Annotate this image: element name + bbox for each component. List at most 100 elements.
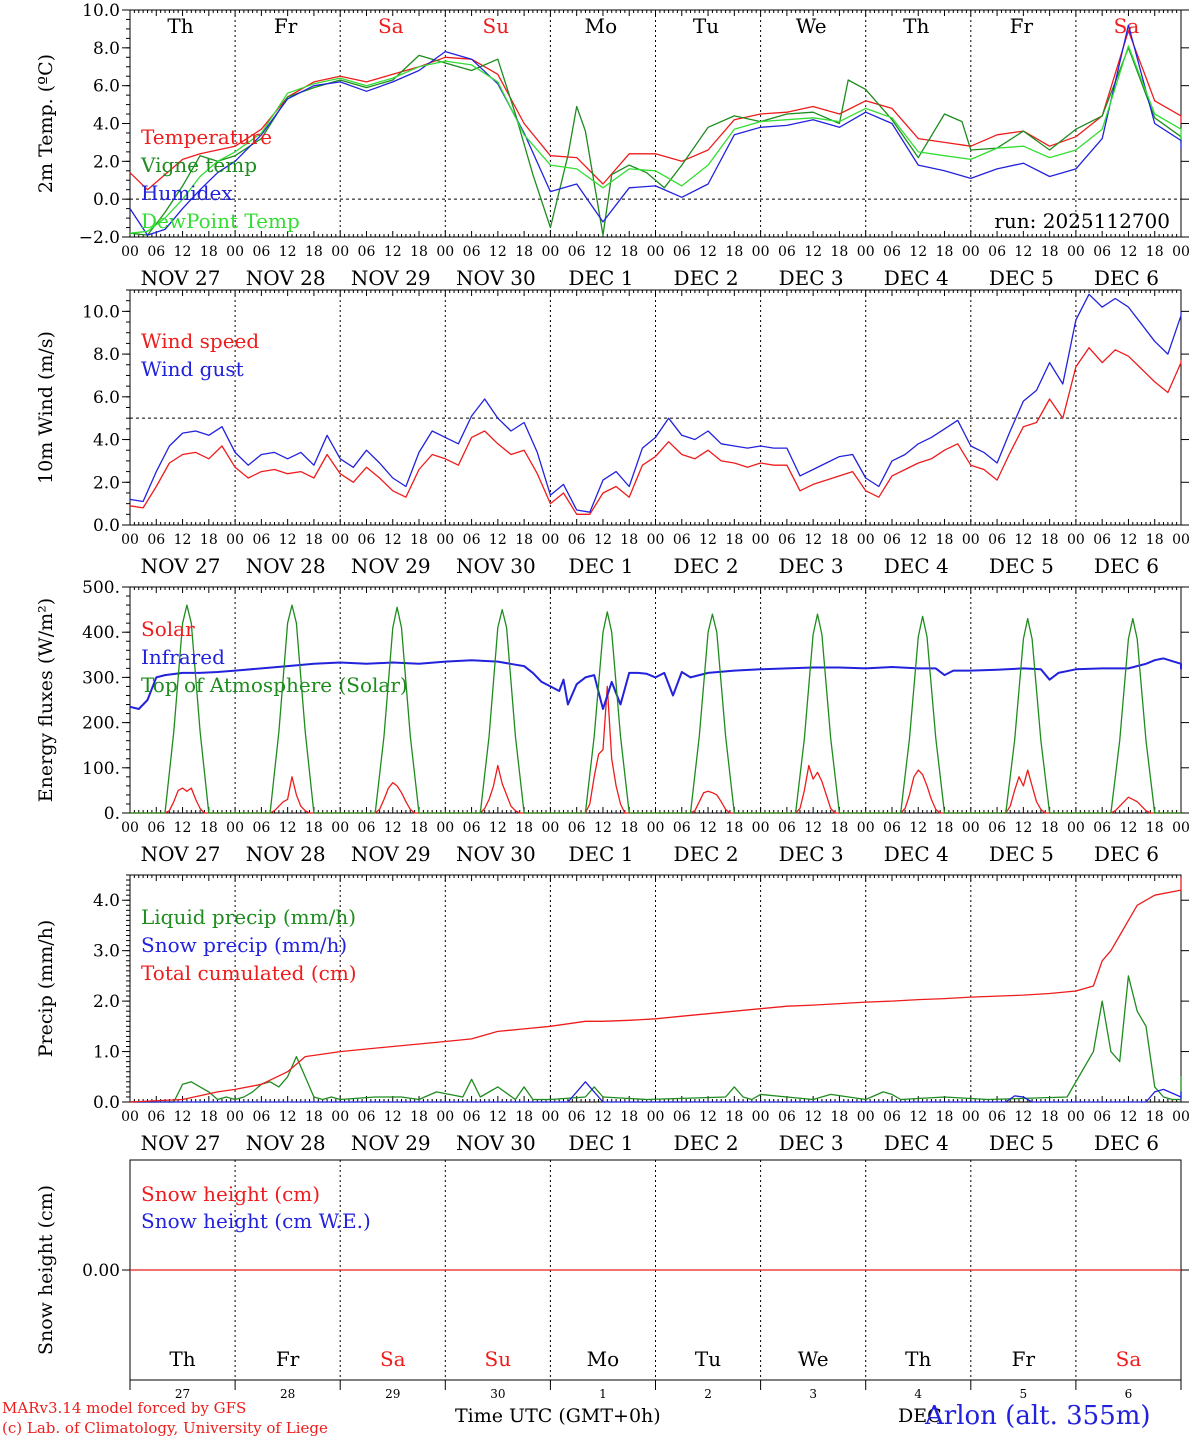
hour-tick-label: 18 xyxy=(305,244,323,260)
date-label: DEC 6 xyxy=(1094,266,1159,290)
hour-tick-label: 12 xyxy=(1120,244,1138,260)
hour-tick-label: 12 xyxy=(804,532,822,548)
hour-tick-label: 06 xyxy=(252,820,270,836)
hour-tick-label: 00 xyxy=(436,1109,454,1125)
y-tick-label: 400. xyxy=(82,623,120,643)
hour-tick-label: 18 xyxy=(725,532,743,548)
series-line-dewpoint-temp xyxy=(129,45,1182,234)
hour-tick-label: 00 xyxy=(1067,820,1085,836)
hour-tick-label: 06 xyxy=(883,244,901,260)
hour-tick-label: 00 xyxy=(962,244,980,260)
panel-2: 0.0 2.0 4.0 6.0 8.0 10.0 10m Wind (m/s) 00 06 12 1… xyxy=(35,289,1190,578)
hour-tick-label: 12 xyxy=(489,1109,507,1125)
y-tick-label: 500. xyxy=(82,578,120,598)
hour-tick-label: 00 xyxy=(121,820,139,836)
hour-tick-label: 12 xyxy=(489,532,507,548)
day-number-label: 28 xyxy=(280,1387,295,1401)
hour-tick-label: 00 xyxy=(752,820,770,836)
series-line-snow-precip-mm-h- xyxy=(130,1081,1182,1103)
weekday-label: Sa xyxy=(378,14,404,38)
panel-1: −2.0 0.0 2.0 4.0 6.0 8.0 10.0 2m Temp. (ºC) 00 06… xyxy=(35,1,1190,290)
hour-tick-label: 06 xyxy=(147,244,165,260)
hour-tick-label: 18 xyxy=(515,532,533,548)
hour-tick-label: 18 xyxy=(1041,820,1059,836)
y-tick-label: 8.0 xyxy=(93,39,120,59)
hour-tick-label: 18 xyxy=(936,532,954,548)
series-line-wind-gust xyxy=(129,293,1182,513)
date-label: NOV 27 xyxy=(141,554,221,578)
hour-tick-label: 00 xyxy=(121,532,139,548)
hour-tick-label: 00 xyxy=(752,532,770,548)
hour-tick-label: 00 xyxy=(541,244,559,260)
date-label: DEC 3 xyxy=(779,1131,844,1155)
date-label: DEC 1 xyxy=(568,1131,633,1155)
hour-tick-label: 12 xyxy=(594,244,612,260)
hour-tick-label: 00 xyxy=(436,244,454,260)
hour-tick-label: 06 xyxy=(673,244,691,260)
hour-tick-label: 18 xyxy=(410,820,428,836)
legend-entry: Top of Atmosphere (Solar) xyxy=(141,673,408,697)
day-number-label: 27 xyxy=(175,1387,190,1401)
date-label: NOV 30 xyxy=(456,842,536,866)
date-label: DEC 4 xyxy=(884,842,949,866)
y-tick-label: 6.0 xyxy=(93,388,120,408)
hour-tick-label: 18 xyxy=(620,532,638,548)
hour-tick-label: 12 xyxy=(489,820,507,836)
legend-entry: Humidex xyxy=(141,181,233,205)
hour-tick-label: 06 xyxy=(778,1109,796,1125)
weekday-label: Mo xyxy=(585,14,618,38)
legend-entry: Vigne temp xyxy=(140,153,257,177)
date-label: NOV 30 xyxy=(456,1131,536,1155)
hour-tick-label: 18 xyxy=(725,244,743,260)
date-label: DEC 1 xyxy=(568,554,633,578)
y-axis-label: Energy fluxes (W/m²) xyxy=(35,598,57,802)
hour-tick-label: 06 xyxy=(988,820,1006,836)
hour-tick-label: 00 xyxy=(962,1109,980,1125)
y-tick-label: 0.00 xyxy=(82,1261,120,1281)
hour-tick-label: 12 xyxy=(279,820,297,836)
hour-tick-label: 06 xyxy=(1093,1109,1111,1125)
hour-tick-label: 12 xyxy=(384,532,402,548)
date-label: DEC 5 xyxy=(989,554,1054,578)
legend-entry: Infrared xyxy=(141,645,225,669)
hour-tick-label: 00 xyxy=(1067,532,1085,548)
hour-tick-label: 00 xyxy=(1172,820,1190,836)
y-tick-label: 100. xyxy=(82,759,120,779)
hour-tick-label: 18 xyxy=(410,244,428,260)
date-label: DEC 5 xyxy=(989,1131,1054,1155)
hour-tick-label: 18 xyxy=(1041,532,1059,548)
y-tick-label: 0.0 xyxy=(93,1093,120,1113)
hour-tick-label: 12 xyxy=(804,820,822,836)
hour-tick-label: 06 xyxy=(988,244,1006,260)
day-number-label: 6 xyxy=(1125,1387,1133,1401)
hour-tick-label: 00 xyxy=(1067,1109,1085,1125)
weekday-label: We xyxy=(798,1347,829,1371)
hour-tick-label: 06 xyxy=(358,244,376,260)
hour-tick-label: 12 xyxy=(594,820,612,836)
hour-tick-label: 12 xyxy=(1120,532,1138,548)
weekday-label: Sa xyxy=(380,1347,406,1371)
hour-tick-label: 00 xyxy=(541,820,559,836)
hour-tick-label: 06 xyxy=(147,1109,165,1125)
hour-tick-label: 18 xyxy=(831,1109,849,1125)
date-label: DEC 6 xyxy=(1094,1131,1159,1155)
date-label: NOV 27 xyxy=(141,842,221,866)
hour-tick-label: 12 xyxy=(909,244,927,260)
date-label: DEC 2 xyxy=(674,554,739,578)
plot-frame xyxy=(129,9,1182,238)
day-number-label: 4 xyxy=(914,1387,922,1401)
legend-entry: Snow height (cm W.E.) xyxy=(141,1209,371,1233)
hour-tick-label: 12 xyxy=(699,244,717,260)
day-number-label: 3 xyxy=(809,1387,817,1401)
date-label: DEC 1 xyxy=(568,266,633,290)
hour-tick-label: 06 xyxy=(252,532,270,548)
hour-tick-label: 12 xyxy=(384,820,402,836)
date-label: NOV 29 xyxy=(351,842,431,866)
hour-tick-label: 12 xyxy=(1014,1109,1032,1125)
legend-entry: Snow height (cm) xyxy=(141,1182,320,1206)
hour-tick-label: 18 xyxy=(1146,244,1164,260)
hour-tick-label: 18 xyxy=(515,1109,533,1125)
hour-tick-label: 00 xyxy=(857,244,875,260)
date-label: NOV 29 xyxy=(351,266,431,290)
hour-tick-label: 12 xyxy=(1014,820,1032,836)
